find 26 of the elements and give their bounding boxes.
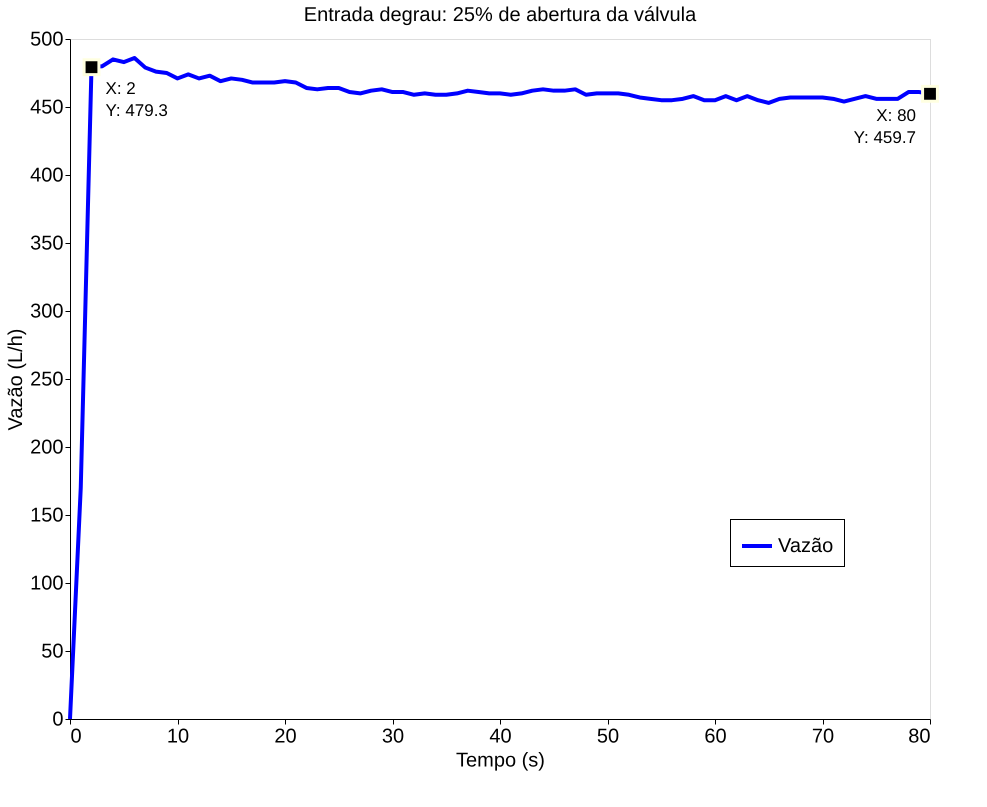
x-tick-label: 40 xyxy=(489,726,512,748)
x-tick-label: 30 xyxy=(382,726,404,748)
y-tick-label: 50 xyxy=(41,640,64,662)
chart-title: Entrada degrau: 25% de abertura da válvula xyxy=(304,4,698,26)
y-tick-label: 300 xyxy=(30,300,64,322)
x-tick-label: 70 xyxy=(812,726,834,748)
annotation: X: 80 Y: 459.7 xyxy=(854,106,916,147)
x-axis-title: Tempo (s) xyxy=(456,750,545,772)
y-tick-label: 250 xyxy=(30,368,64,390)
y-tick-label: 100 xyxy=(30,572,64,594)
annotation: X: 2 Y: 479.3 xyxy=(106,79,168,120)
y-tick-label: 350 xyxy=(30,232,64,254)
y-axis-title: Vazão (L/h) xyxy=(5,328,28,430)
y-tick-label: 450 xyxy=(30,96,64,118)
y-tick-label: 400 xyxy=(30,164,64,186)
y-tick-label: 200 xyxy=(30,436,64,458)
x-tick-label: 50 xyxy=(596,726,620,748)
x-tick-label: 60 xyxy=(704,726,727,748)
legend-label: Vazão xyxy=(778,535,834,557)
y-tick-label: 500 xyxy=(30,28,64,50)
x-tick-label: 10 xyxy=(166,726,190,748)
x-tick-label: 0 xyxy=(70,726,82,748)
x-tick-label: 80 xyxy=(908,726,930,748)
y-tick-label: 0 xyxy=(52,708,64,730)
y-tick-label: 150 xyxy=(30,504,64,526)
x-tick-label: 20 xyxy=(274,726,297,748)
